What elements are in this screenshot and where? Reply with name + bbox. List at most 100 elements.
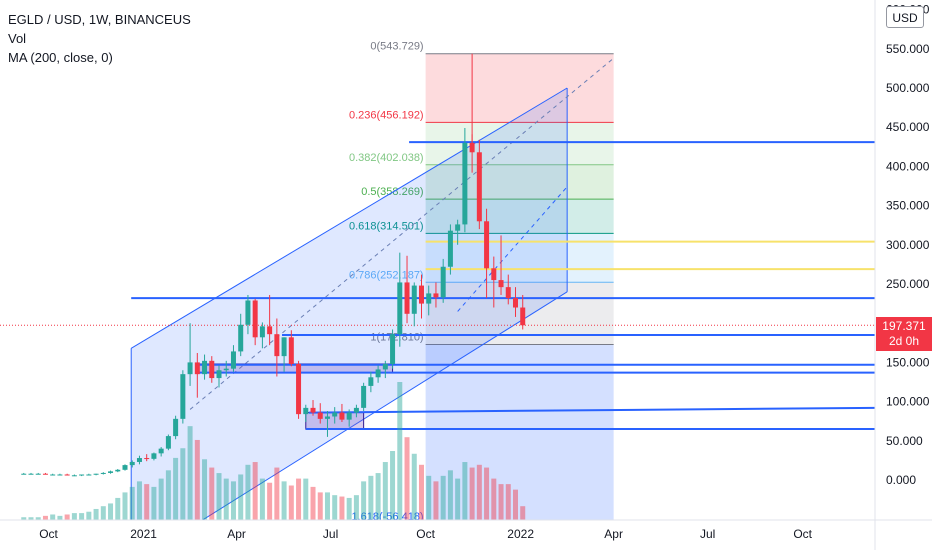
candle-body xyxy=(71,475,77,477)
volume-bar xyxy=(28,517,34,520)
candle-body xyxy=(86,474,92,476)
y-tick-label: 350.000 xyxy=(886,199,930,213)
volume-bar xyxy=(108,503,114,520)
volume-bar xyxy=(455,478,461,520)
volume-bar xyxy=(303,478,309,520)
volume-bar xyxy=(194,439,200,520)
volume-bar xyxy=(498,484,504,520)
candle-body xyxy=(129,461,135,466)
volume-bar xyxy=(187,426,193,520)
volume-bar xyxy=(339,496,345,520)
channel-lower-dashed xyxy=(457,186,568,312)
candle-body xyxy=(245,300,251,325)
fib-level-label: 0.236(456.192) xyxy=(349,109,424,121)
bar-countdown: 2d 0h xyxy=(888,334,920,348)
volume-bar xyxy=(426,475,432,520)
candle-body xyxy=(346,412,352,420)
volume-bar xyxy=(346,497,352,520)
x-tick-label: Apr xyxy=(227,527,246,541)
volume-bar xyxy=(411,453,417,520)
volume-bar xyxy=(484,467,490,520)
y-tick-label: 500.000 xyxy=(886,81,930,95)
volume-bar xyxy=(382,462,388,520)
volume-bar xyxy=(165,470,171,520)
y-tick-label: 50.000 xyxy=(886,434,923,448)
candle-body xyxy=(440,266,446,298)
candle-body xyxy=(194,362,200,375)
candle-body xyxy=(484,221,490,269)
volume-bar xyxy=(404,437,410,520)
x-tick-label: Jul xyxy=(323,527,338,541)
candle-body xyxy=(397,282,403,335)
candle-body xyxy=(151,453,157,459)
candle-body xyxy=(462,142,468,225)
candle-body xyxy=(353,407,359,413)
candle-body xyxy=(498,280,504,288)
volume-bar xyxy=(317,492,323,520)
volume-bar xyxy=(462,462,468,520)
volume-bar xyxy=(505,484,511,520)
candle-body xyxy=(35,473,41,475)
candle-body xyxy=(223,368,229,371)
candle-body xyxy=(296,363,302,415)
volume-bar xyxy=(64,514,70,520)
volume-bar xyxy=(310,486,316,520)
ma-indicator-label[interactable]: MA (200, close, 0) xyxy=(8,50,113,65)
chart-legend: EGLD / USD, 1W, BINANCEUS Vol MA (200, c… xyxy=(8,10,191,67)
fib-zone xyxy=(425,53,614,123)
volume-bar xyxy=(230,481,236,520)
volume-bar xyxy=(202,459,208,520)
candle-body xyxy=(93,473,99,475)
candle-body xyxy=(447,230,453,267)
volume-bar xyxy=(288,485,294,520)
x-tick-label: Oct xyxy=(416,527,435,541)
candle-body xyxy=(469,142,475,153)
candle-body xyxy=(433,293,439,298)
candle-body xyxy=(100,472,106,474)
candle-body xyxy=(281,337,287,357)
volume-bar xyxy=(129,486,135,520)
volume-bar xyxy=(520,506,526,520)
currency-badge[interactable]: USD xyxy=(886,6,924,28)
candle-body xyxy=(57,474,63,476)
candle-body xyxy=(375,369,381,378)
candle-body xyxy=(476,152,482,222)
volume-bar xyxy=(180,448,186,520)
candle-body xyxy=(144,458,150,460)
volume-bar xyxy=(238,474,244,520)
y-tick-label: 400.000 xyxy=(886,159,930,173)
candle-body xyxy=(404,282,410,314)
x-tick-label: Jul xyxy=(700,527,715,541)
candle-body xyxy=(411,285,417,314)
candle-body xyxy=(361,385,367,408)
candle-body xyxy=(310,407,316,413)
candle-body xyxy=(512,298,518,308)
volume-bar xyxy=(71,513,77,520)
volume-bar xyxy=(209,467,215,520)
candle-body xyxy=(122,465,128,470)
candle-body xyxy=(79,474,85,476)
candle-body xyxy=(259,326,265,338)
candle-body xyxy=(390,334,396,364)
candle-body xyxy=(165,436,171,449)
candle-body xyxy=(339,412,345,420)
symbol-title[interactable]: EGLD / USD, 1W, BINANCEUS xyxy=(8,12,191,27)
x-tick-label: 2021 xyxy=(130,527,157,541)
candle-body xyxy=(288,337,294,364)
candle-body xyxy=(382,363,388,370)
candle-body xyxy=(42,473,48,475)
candle-body xyxy=(64,474,70,476)
volume-bar xyxy=(93,508,99,520)
fib-zone xyxy=(425,164,614,200)
volume-indicator-label[interactable]: Vol xyxy=(8,31,27,46)
candle-body xyxy=(324,416,330,419)
last-price-tag: 197.371 2d 0h xyxy=(876,317,932,351)
volume-bar xyxy=(324,492,330,520)
volume-bar xyxy=(274,467,280,520)
candle-body xyxy=(209,360,215,379)
channel-upper-line xyxy=(130,87,568,349)
fib-level-label: 0.786(252.187) xyxy=(349,269,424,281)
candle-body xyxy=(108,471,114,473)
